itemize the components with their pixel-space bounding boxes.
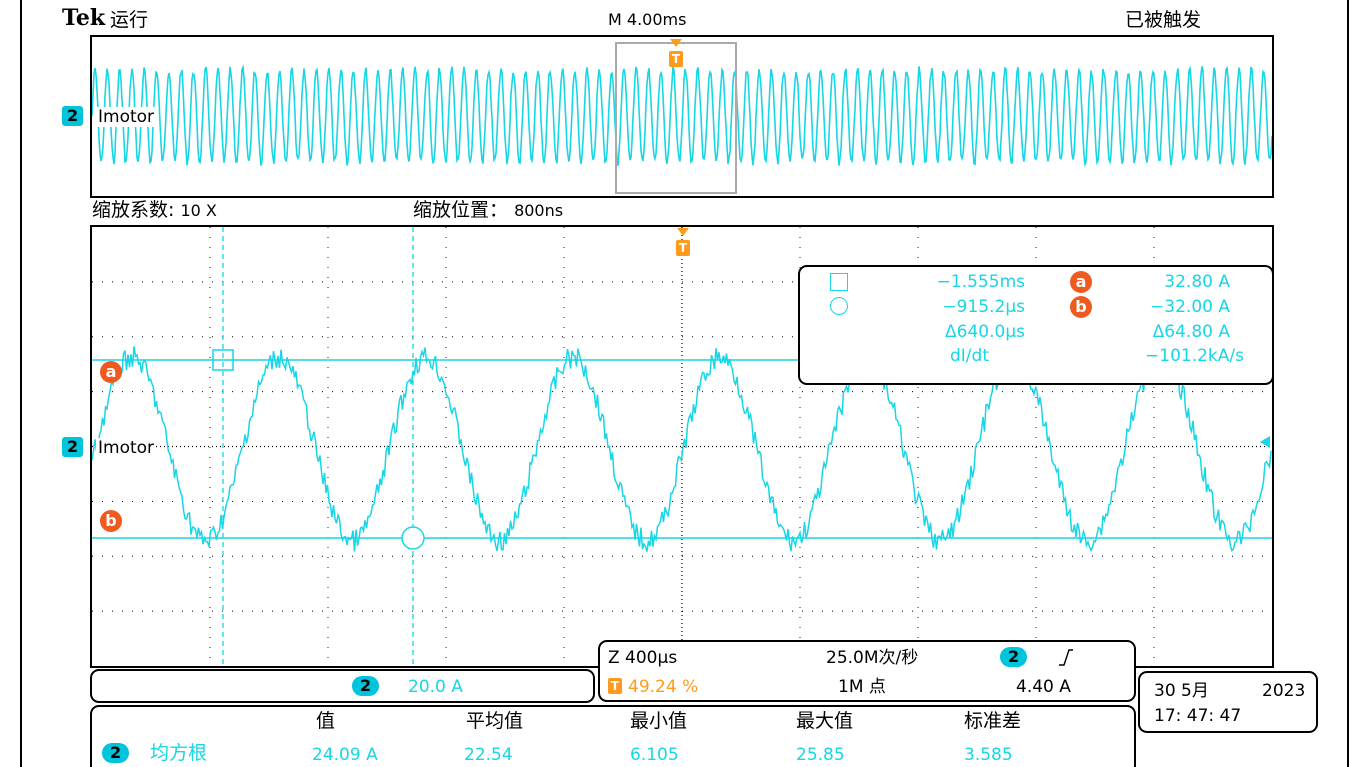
year: 2023 xyxy=(1262,681,1306,701)
scope-frame xyxy=(20,0,1349,767)
measure-mean: 22.54 xyxy=(464,745,513,765)
zoom-factor-label: 缩放系数: xyxy=(92,199,175,221)
overview-trace-label: Imotor xyxy=(96,107,157,127)
brand-logo: Tek xyxy=(62,5,106,31)
trigger-state: 已被触发 xyxy=(1125,9,1202,31)
trigger-position-icon: T xyxy=(608,678,622,694)
measurements-panel[interactable]: 2 均方根 值 平均值 最小值 最大值 标准差 24.09 A 22.54 6.… xyxy=(90,705,1136,767)
measure-max: 25.85 xyxy=(796,745,845,765)
trigger-channel-badge: 2 xyxy=(1000,647,1028,667)
run-state: 运行 xyxy=(110,9,149,31)
didt-value: −101.2kA/s xyxy=(1145,346,1244,366)
zoom-timebase: Z 400µs xyxy=(608,648,678,668)
acquisition-panel[interactable]: Z 400µs 25.0M次/秒 2 T 49.24 % 1M 点 4.40 A xyxy=(598,640,1136,702)
cursor-b-value: −32.00 A xyxy=(1150,297,1230,317)
datetime-panel: 30 5月 2023 17: 47: 47 xyxy=(1138,671,1318,733)
measure-min: 6.105 xyxy=(630,745,679,765)
sample-rate: 25.0M次/秒 xyxy=(826,648,919,668)
overview-channel-marker[interactable]: 2 xyxy=(62,106,84,126)
time: 17: 47: 47 xyxy=(1154,706,1242,726)
overview-trigger-marker[interactable]: T xyxy=(669,51,683,67)
measure-header-max: 最大值 xyxy=(796,710,854,732)
zoom-factor-value: 10 X xyxy=(180,201,217,220)
zoom-position: 缩放位置： 800ns xyxy=(413,200,563,221)
zoom-position-label: 缩放位置： xyxy=(413,199,509,221)
readout-a-icon: a xyxy=(1070,271,1092,293)
cursor-square-marker[interactable] xyxy=(212,349,234,371)
cursor-a-handle[interactable]: a xyxy=(100,361,122,383)
trigger-position: 49.24 % xyxy=(628,677,699,697)
overview-panel[interactable]: T Imotor xyxy=(90,35,1274,198)
right-level-marker xyxy=(1260,436,1270,448)
cursor-circle-marker[interactable] xyxy=(401,526,425,550)
circle-cursor-icon xyxy=(830,297,848,315)
main-channel-marker[interactable]: 2 xyxy=(62,437,84,457)
scale-value: 20.0 A xyxy=(408,677,463,697)
main-plot[interactable]: T Imotor −1.555ms −915.2µs Δ640.0µs dI/d… xyxy=(90,225,1274,668)
measure-header-stddev: 标准差 xyxy=(964,710,1022,732)
measure-header-mean: 平均值 xyxy=(466,710,524,732)
measure-channel-badge: 2 xyxy=(102,743,130,763)
measure-header-min: 最小值 xyxy=(630,710,688,732)
didt-label: dI/dt xyxy=(950,346,989,366)
timebase-readout: M 4.00ms xyxy=(608,10,687,29)
square-cursor-icon xyxy=(830,273,848,291)
overview-trigger-arrow xyxy=(670,39,682,47)
measure-type: 均方根 xyxy=(150,742,208,764)
main-trace-label: Imotor xyxy=(96,438,157,458)
main-trigger-marker[interactable]: T xyxy=(676,240,690,256)
cursor-b-handle[interactable]: b xyxy=(100,510,122,532)
cursor-readout-panel: −1.555ms −915.2µs Δ640.0µs dI/dt a b 32.… xyxy=(798,265,1274,385)
graticule xyxy=(92,227,1272,666)
record-length: 1M 点 xyxy=(838,677,886,697)
measure-header-value: 值 xyxy=(316,710,336,732)
zoom-factor: 缩放系数: 10 X xyxy=(92,200,217,221)
zoom-position-value: 800ns xyxy=(514,201,564,220)
main-trigger-arrow xyxy=(677,228,689,236)
scale-channel-badge: 2 xyxy=(352,676,380,696)
square-cursor-time: −1.555ms xyxy=(936,272,1025,292)
channel-scale-panel[interactable]: 2 20.0 A xyxy=(90,669,595,703)
date: 30 5月 xyxy=(1154,681,1209,701)
measure-stddev: 3.585 xyxy=(964,745,1013,765)
delta-time: Δ640.0µs xyxy=(945,322,1025,342)
cursor-a-value: 32.80 A xyxy=(1164,272,1230,292)
delta-value: Δ64.80 A xyxy=(1152,322,1230,342)
readout-b-icon: b xyxy=(1070,296,1092,318)
measure-value: 24.09 A xyxy=(312,745,378,765)
rising-edge-icon xyxy=(1059,649,1073,666)
trigger-level: 4.40 A xyxy=(1016,677,1071,697)
circle-cursor-time: −915.2µs xyxy=(942,297,1025,317)
